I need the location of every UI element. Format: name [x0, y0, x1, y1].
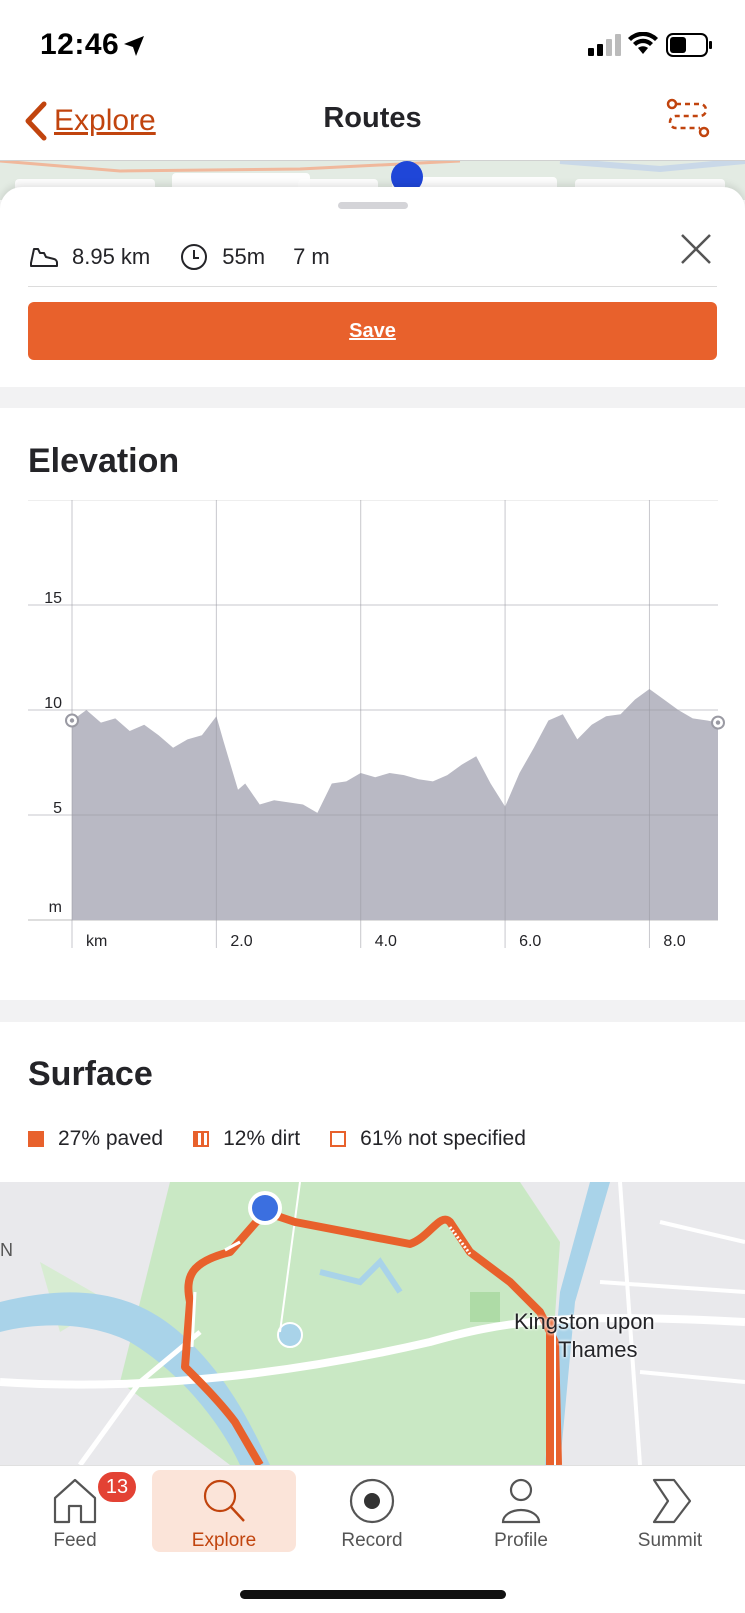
surface-legend: 27% paved 12% dirt 61% not specified	[28, 1122, 556, 1156]
tab-summit[interactable]: Summit	[598, 1470, 742, 1552]
tab-explore[interactable]: Explore	[152, 1470, 296, 1552]
elevation-heading: Elevation	[28, 442, 180, 480]
elevation-chart[interactable]: 15 10 5 m km 2.0 4.0 6.0 8.0	[0, 500, 745, 980]
page-title: Routes	[323, 102, 422, 134]
route-filter-icon[interactable]	[664, 96, 712, 144]
legend-label: 27% paved	[58, 1127, 164, 1150]
chevron-left-icon	[25, 101, 47, 141]
elevation-gain-stat: 7 m	[293, 244, 330, 270]
legend-item-paved: 27% paved	[28, 1127, 163, 1151]
map-edge-label: N	[0, 1240, 13, 1260]
y-tick-label: 15	[44, 590, 62, 607]
section-gap	[0, 1000, 745, 1022]
route-summary-sheet: 8.95 km 55m 7 m Save	[0, 187, 745, 387]
divider	[28, 286, 717, 287]
y-tick-label: 10	[44, 695, 62, 712]
home-indicator	[240, 1590, 506, 1599]
legend-swatch	[330, 1131, 347, 1147]
clock-icon	[181, 244, 208, 270]
back-button[interactable]: Explore	[22, 98, 156, 144]
status-time: 12:46	[40, 28, 120, 61]
search-icon	[203, 1479, 245, 1522]
tab-feed[interactable]: Feed	[3, 1470, 147, 1552]
location-arrow-icon	[124, 36, 144, 56]
nav-bar: Explore Routes	[0, 90, 745, 160]
map-place-label-line1: Kingston upon	[514, 1309, 655, 1334]
route-map[interactable]	[0, 1182, 745, 1465]
time-stat: 55m	[178, 241, 265, 273]
distance-value: 8.95 km	[72, 244, 151, 269]
tab-feed-label: Feed	[53, 1530, 97, 1551]
sheet-grabber[interactable]	[338, 202, 408, 209]
battery-icon	[666, 33, 712, 57]
tab-profile-label: Profile	[494, 1530, 548, 1551]
chart-marker-dot	[69, 718, 75, 723]
close-icon[interactable]	[676, 229, 716, 269]
legend-swatch	[28, 1131, 44, 1147]
x-tick-label: 8.0	[663, 933, 685, 950]
status-bar: 12:46	[0, 0, 745, 90]
tab-record-label: Record	[341, 1530, 403, 1551]
section-gap-edge	[0, 408, 745, 410]
x-tick-label: 6.0	[519, 933, 541, 950]
start-point-marker	[252, 1195, 278, 1221]
signal-icon	[588, 34, 621, 56]
tab-profile[interactable]: Profile	[449, 1470, 593, 1552]
section-gap	[0, 387, 745, 409]
summit-chevron-icon	[652, 1478, 692, 1524]
profile-icon	[501, 1478, 541, 1524]
legend-label: 12% dirt	[223, 1127, 301, 1150]
time-value: 55m	[222, 244, 266, 269]
x-tick-label: 4.0	[375, 933, 397, 950]
home-icon	[53, 1478, 97, 1524]
x-tick-label: 2.0	[230, 933, 252, 950]
chart-marker-dot	[715, 720, 721, 725]
legend-item-not-specified: 61% not specified	[330, 1127, 526, 1151]
legend-label: 61% not specified	[360, 1127, 526, 1150]
tab-explore-label: Explore	[191, 1530, 257, 1551]
distance-stat: 8.95 km	[28, 241, 150, 273]
x-tick-label: km	[86, 933, 107, 950]
wifi-icon	[628, 32, 658, 54]
tab-record[interactable]: Record	[300, 1470, 444, 1552]
surface-heading: Surface	[28, 1055, 153, 1093]
route-start-marker	[391, 161, 423, 193]
legend-item-dirt: 12% dirt	[193, 1127, 300, 1151]
elevation-area	[72, 689, 718, 920]
map-place-label: Kingston upon Thames	[514, 1308, 655, 1364]
shoe-icon	[30, 248, 58, 267]
record-icon	[349, 1478, 395, 1524]
elevation-gain-value: 7 m	[293, 244, 330, 269]
save-button[interactable]: Save	[28, 302, 717, 360]
back-button-label: Explore	[54, 104, 156, 137]
y-tick-label: 5	[53, 800, 62, 817]
tab-summit-label: Summit	[637, 1530, 703, 1551]
feed-notification-badge: 13	[96, 1470, 138, 1504]
map-place-label-line2: Thames	[558, 1337, 638, 1362]
route-stats: 8.95 km 55m 7 m	[28, 237, 358, 277]
y-tick-label: m	[49, 899, 62, 916]
legend-swatch	[193, 1131, 210, 1147]
